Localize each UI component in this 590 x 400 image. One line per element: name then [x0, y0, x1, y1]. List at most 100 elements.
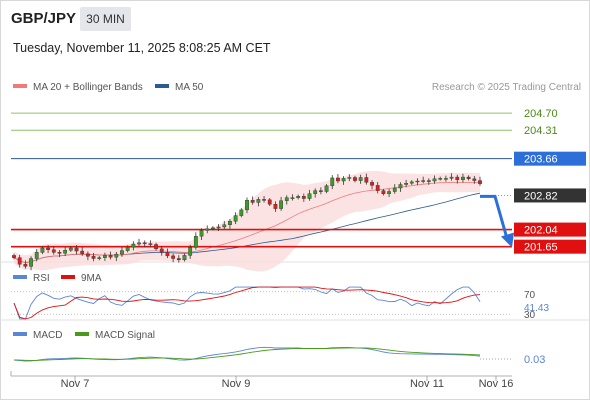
candle-body: [404, 182, 409, 185]
legend-label-ma20: MA 20 + Bollinger Bands: [33, 82, 143, 93]
candle-body: [40, 247, 45, 253]
candle-body: [358, 177, 363, 181]
candle-body: [245, 200, 249, 211]
support-level-tag: [514, 222, 586, 237]
candle-body: [364, 177, 369, 183]
candle-body: [120, 250, 124, 255]
candle-body: [74, 247, 79, 252]
x-axis-tick-label: Nov 7: [61, 378, 90, 390]
candle-body: [409, 181, 414, 184]
candle-body: [148, 243, 153, 245]
candle-body: [103, 255, 107, 258]
legend-swatch-macd: [13, 332, 27, 336]
chart-header: GBP/JPY 30 MIN: [0, 0, 590, 36]
candle-body: [296, 196, 301, 198]
candle-body: [449, 176, 454, 179]
candle-body: [415, 180, 420, 183]
macd-signal-line: [13, 347, 481, 361]
candle-body: [347, 177, 352, 179]
candle-body: [284, 197, 289, 201]
candle-body: [461, 176, 465, 180]
candle-body: [68, 247, 73, 251]
candle-body: [91, 256, 96, 259]
candle-body: [63, 249, 68, 254]
candle-body: [250, 200, 255, 203]
x-axis-tick-label: Nov 9: [222, 378, 251, 390]
candle-body: [301, 196, 306, 199]
candle-body: [233, 215, 238, 222]
candle-body: [392, 187, 397, 192]
candle-body: [125, 246, 130, 251]
candle-body: [182, 255, 187, 261]
candle-body: [46, 247, 50, 250]
candle-body: [273, 204, 278, 209]
legend-label-macd: MACD: [33, 330, 62, 341]
candle-body: [455, 176, 460, 180]
candle-body: [108, 255, 113, 258]
candle-body: [256, 199, 261, 203]
candle-body: [154, 244, 158, 250]
candle-body: [114, 253, 119, 258]
candle-body: [80, 250, 85, 254]
macd-value-label: 0.03: [524, 354, 545, 366]
candle-body: [171, 255, 176, 259]
candle-body: [51, 249, 56, 253]
candle-body: [222, 224, 227, 228]
candle-body: [199, 230, 204, 237]
legend-swatch-macd-signal: [75, 332, 89, 336]
legend-swatch-ma20: [13, 84, 27, 88]
candle-body: [330, 177, 335, 187]
x-axis-tick-label: Nov 11: [410, 378, 444, 390]
candle-body: [17, 257, 22, 265]
candle-body: [211, 227, 215, 230]
rsi-ma-line: [13, 286, 481, 320]
rsi-lower-label: 30: [524, 310, 536, 321]
candle-body: [432, 178, 437, 182]
legend-swatch-rsi: [13, 275, 27, 279]
candle-body: [205, 228, 210, 231]
candle-body: [159, 248, 164, 253]
candle-body: [239, 209, 244, 216]
support-level-tag: [514, 239, 586, 254]
last-price-label: 202.82: [524, 190, 558, 202]
symbol-title: GBP/JPY: [11, 10, 77, 27]
candle-body: [398, 184, 403, 189]
support-level-label: 202.04: [524, 225, 558, 237]
support-level-label: 201.65: [524, 242, 558, 254]
legend-swatch-ma50: [155, 84, 169, 88]
signal-arrow: [480, 194, 509, 239]
candle-body: [341, 178, 346, 182]
legend-label-ma50: MA 50: [175, 82, 204, 93]
rsi-line: [13, 286, 481, 320]
candle-body: [444, 178, 448, 180]
last-price-tag: [514, 188, 586, 203]
candle-body: [57, 252, 62, 254]
candle-body: [353, 177, 357, 181]
candle-body: [267, 199, 272, 205]
candle-body: [165, 252, 170, 257]
rsi-level-label: 70: [524, 290, 536, 301]
x-axis-tick-label: Nov 16: [479, 378, 514, 390]
legend-label-rsi-ma: 9MA: [81, 273, 102, 284]
candle-body: [188, 247, 193, 256]
candle-body: [370, 182, 374, 186]
candle-body: [85, 253, 90, 257]
candle-body: [29, 258, 33, 267]
candle-body: [318, 190, 323, 192]
candle-body: [336, 177, 340, 182]
candle-body: [290, 197, 295, 199]
candle-body: [478, 180, 482, 184]
candle-body: [324, 185, 329, 192]
candle-body: [279, 200, 283, 209]
candle-body: [137, 242, 141, 245]
candle-body: [131, 243, 136, 248]
candle-body: [12, 255, 16, 258]
timeframe-badge[interactable]: 30 MIN: [80, 7, 131, 31]
candle-body: [142, 242, 147, 244]
candle-body: [307, 193, 312, 199]
candle-body: [176, 258, 181, 261]
target-level-label: 204.70: [524, 108, 558, 120]
candle-body: [313, 190, 318, 194]
candle-body: [97, 257, 102, 259]
